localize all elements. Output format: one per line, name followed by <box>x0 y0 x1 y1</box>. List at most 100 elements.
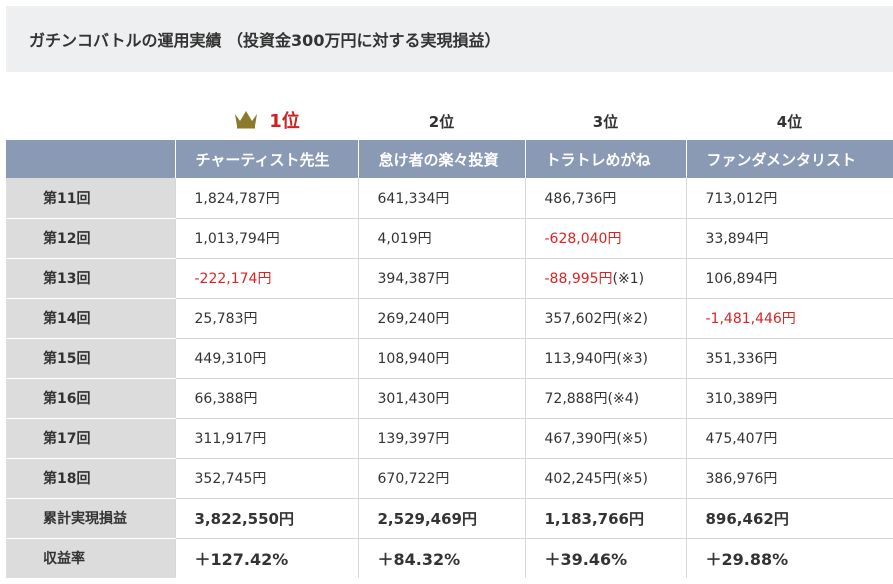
result-cell: 352,745円 <box>174 458 358 499</box>
result-cell: 25,783円 <box>174 298 358 339</box>
result-cell: 402,245円(※5) <box>524 458 686 499</box>
total-cell: 1,183,766円 <box>524 498 686 539</box>
table-row: 第18回 352,745円 670,722円 402,245円(※5) 386,976円 <box>6 458 893 499</box>
table-row: 第15回 449,310円 108,940円 113,940円(※3) 351,336円 <box>6 338 893 379</box>
result-value: 475,407円 <box>705 431 778 447</box>
result-cell: 467,390円(※5) <box>524 418 686 459</box>
row-label: 第13回 <box>6 258 175 299</box>
result-value: 1,013,794円 <box>194 231 280 247</box>
result-cell: 670,722円 <box>357 458 525 499</box>
player-header: チャーティスト先生 <box>174 140 358 178</box>
result-cell: 351,336円 <box>685 338 893 379</box>
result-cell: -222,174円 <box>174 258 358 299</box>
result-value: 357,602円 <box>544 311 617 327</box>
crown-icon <box>233 109 259 133</box>
result-value: 139,397円 <box>377 431 450 447</box>
rank-blank <box>6 102 175 140</box>
rate-cell: ＋127.42% <box>174 538 358 578</box>
rate-cell: ＋29.88% <box>685 538 893 578</box>
total-row: 累計実現損益 3,822,550円 2,529,469円 1,183,766円 … <box>6 498 893 539</box>
row-label: 第11回 <box>6 178 175 219</box>
result-cell: 108,940円 <box>357 338 525 379</box>
result-value: 1,824,787円 <box>194 190 280 207</box>
table-row: 第11回 1,824,787円 641,334円 486,736円 713,012円 <box>6 178 893 219</box>
result-value: 394,387円 <box>377 271 450 287</box>
total-cell: 896,462円 <box>685 498 893 539</box>
rank-3: 3位 <box>592 112 619 131</box>
result-value: 386,976円 <box>705 471 778 487</box>
title-bar: ガチンコバトルの運用実績 （投資金300万円に対する実現損益） <box>6 6 893 72</box>
footnote-mark: (※2) <box>616 311 648 327</box>
row-label: 第18回 <box>6 458 175 499</box>
rate-row: 収益率 ＋127.42% ＋84.32% ＋39.46% ＋29.88% <box>6 538 893 578</box>
row-label: 第16回 <box>6 378 175 419</box>
result-value: -628,040円 <box>544 231 622 247</box>
result-value: 72,888円 <box>544 391 608 407</box>
table-row: 第17回 311,917円 139,397円 467,390円(※5) 475,407円 <box>6 418 893 459</box>
result-cell: 641,334円 <box>357 178 525 219</box>
result-cell: -88,995円(※1) <box>524 258 686 299</box>
result-value: 106,894円 <box>705 271 778 287</box>
player-header: トラトレめがね <box>524 140 686 178</box>
result-cell: 486,736円 <box>524 178 686 219</box>
rank-2: 2位 <box>428 112 455 131</box>
result-value: 301,430円 <box>377 391 450 407</box>
total-cell: 2,529,469円 <box>357 498 525 539</box>
player-header: 怠け者の楽々投資 <box>357 140 525 178</box>
table-row: 第16回 66,388円 301,430円 72,888円(※4) 310,389円 <box>6 378 893 419</box>
row-label: 第14回 <box>6 298 175 339</box>
result-value: 713,012円 <box>705 190 778 207</box>
result-cell: 394,387円 <box>357 258 525 299</box>
result-value: 108,940円 <box>377 351 450 367</box>
result-value: 670,722円 <box>377 471 450 487</box>
page-title: ガチンコバトルの運用実績 （投資金300万円に対する実現損益） <box>29 31 501 50</box>
result-cell: 4,019円 <box>357 218 525 259</box>
result-cell: 1,824,787円 <box>174 178 358 219</box>
result-value: -88,995円 <box>544 271 613 287</box>
table-row: 第14回 25,783円 269,240円 357,602円(※2) -1,481,44… <box>6 298 893 339</box>
player-header: ファンダメンタリスト <box>685 140 893 178</box>
result-value: 351,336円 <box>705 351 778 367</box>
footnote-mark: (※4) <box>607 391 640 407</box>
result-value: 311,917円 <box>194 431 267 447</box>
result-cell: 310,389円 <box>685 378 893 419</box>
result-cell: 475,407円 <box>685 418 893 459</box>
result-value: 4,019円 <box>377 231 432 247</box>
header-blank <box>6 140 175 178</box>
rate-cell: ＋84.32% <box>357 538 525 578</box>
result-cell: 311,917円 <box>174 418 358 459</box>
row-label: 第12回 <box>6 218 175 259</box>
result-cell: 269,240円 <box>357 298 525 339</box>
result-value: 641,334円 <box>377 190 450 207</box>
result-cell: 449,310円 <box>174 338 358 379</box>
footnote-mark: (※5) <box>616 431 648 447</box>
result-cell: 386,976円 <box>685 458 893 499</box>
footnote-mark: (※3) <box>616 351 648 367</box>
footnote-mark: (※5) <box>616 471 648 487</box>
total-cell: 3,822,550円 <box>174 498 358 539</box>
result-value: 269,240円 <box>377 311 450 327</box>
result-cell: 113,940円(※3) <box>524 338 686 379</box>
result-cell: 713,012円 <box>685 178 893 219</box>
result-value: -222,174円 <box>194 271 272 287</box>
result-value: 66,388円 <box>194 391 258 407</box>
result-cell: 33,894円 <box>685 218 893 259</box>
row-label: 収益率 <box>6 538 175 578</box>
result-value: 25,783円 <box>194 311 258 327</box>
rank-1: 1位 <box>175 102 358 140</box>
table-row: 第12回 1,013,794円 4,019円 -628,040円 33,894円 <box>6 218 893 259</box>
result-cell: 1,013,794円 <box>174 218 358 259</box>
result-cell: 357,602円(※2) <box>524 298 686 339</box>
row-label: 第15回 <box>6 338 175 379</box>
header-row: チャーティスト先生 怠け者の楽々投資 トラトレめがね ファンダメンタリスト <box>6 140 893 178</box>
result-value: -1,481,446円 <box>705 311 796 327</box>
result-value: 449,310円 <box>194 351 267 367</box>
rank-row: 1位 2位 3位 4位 <box>6 102 893 140</box>
result-value: 33,894円 <box>705 231 769 247</box>
row-label: 第17回 <box>6 418 175 459</box>
rank-4: 4位 <box>776 112 803 131</box>
result-value: 113,940円 <box>544 351 617 367</box>
result-value: 467,390円 <box>544 431 617 447</box>
row-label: 累計実現損益 <box>6 498 175 539</box>
result-value: 352,745円 <box>194 471 267 487</box>
